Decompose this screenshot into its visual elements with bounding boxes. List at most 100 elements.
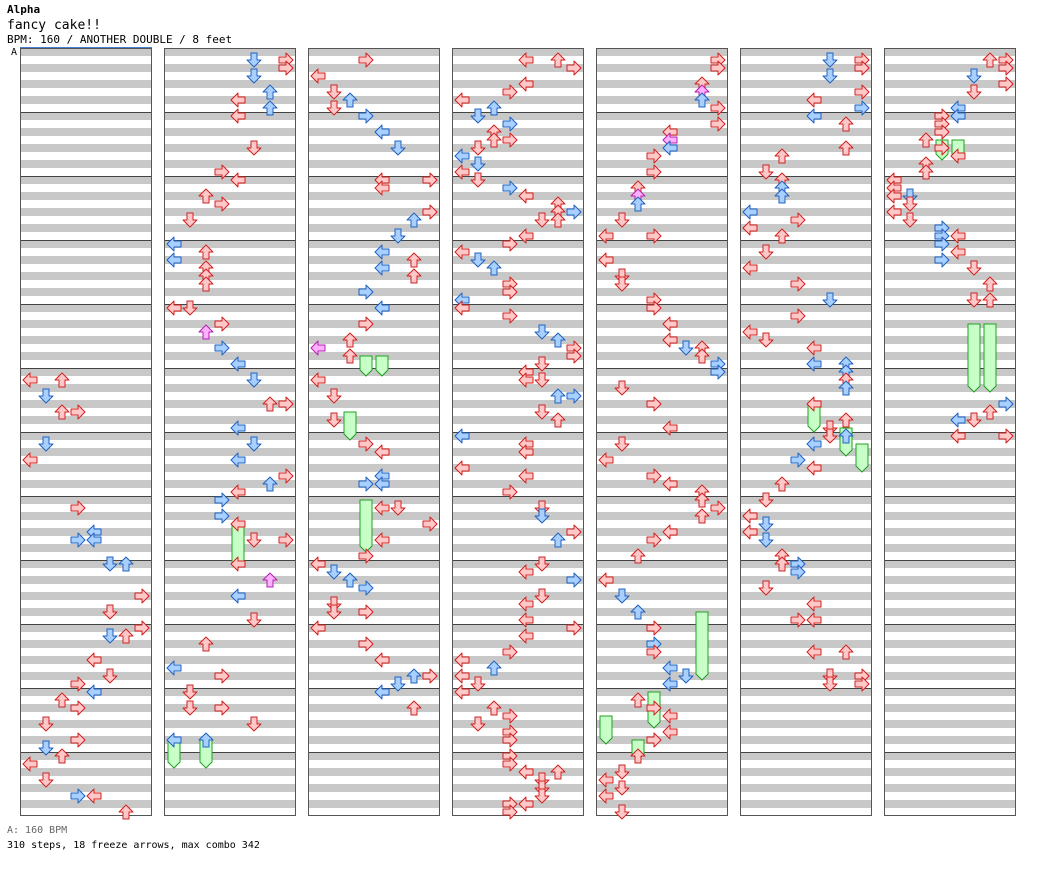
arrow-left-icon	[950, 428, 966, 444]
arrow-up-icon	[630, 604, 646, 620]
row-stripe	[452, 656, 584, 664]
arrow-right-icon	[854, 60, 870, 76]
row-stripe	[740, 672, 872, 680]
arrow-down-icon	[902, 212, 918, 228]
arrow-right-icon	[854, 100, 870, 116]
row-stripe	[452, 352, 584, 360]
arrow-up-icon	[406, 668, 422, 684]
row-stripe	[164, 144, 296, 152]
arrow-right-icon	[422, 516, 438, 532]
arrow-left-icon	[310, 556, 326, 572]
arrow-up-icon	[694, 348, 710, 364]
arrow-down-icon	[246, 68, 262, 84]
arrow-right-icon	[934, 236, 950, 252]
row-stripe	[884, 672, 1016, 680]
arrow-right-icon	[854, 676, 870, 692]
arrow-up-icon	[630, 748, 646, 764]
arrow-right-icon	[502, 84, 518, 100]
arrow-left-icon	[374, 444, 390, 460]
row-stripe	[164, 48, 296, 56]
row-stripe	[740, 656, 872, 664]
arrow-left-icon	[518, 468, 534, 484]
arrow-left-icon	[374, 300, 390, 316]
arrow-left-icon	[886, 204, 902, 220]
row-stripe	[164, 272, 296, 280]
arrow-right-icon	[566, 388, 582, 404]
row-stripe	[596, 272, 728, 280]
row-stripe	[20, 400, 152, 408]
row-stripe	[740, 144, 872, 152]
row-stripe	[596, 64, 728, 72]
arrow-up-icon	[982, 52, 998, 68]
arrow-left-icon	[230, 588, 246, 604]
row-stripe	[884, 768, 1016, 776]
row-stripe	[308, 80, 440, 88]
arrow-down-icon	[182, 300, 198, 316]
arrow-left-icon	[742, 508, 758, 524]
row-stripe	[740, 272, 872, 280]
arrow-down-icon	[966, 412, 982, 428]
arrow-right-icon	[934, 140, 950, 156]
arrow-up-icon	[982, 292, 998, 308]
arrow-up-icon	[838, 412, 854, 428]
arrow-right-icon	[566, 620, 582, 636]
arrow-right-icon	[646, 228, 662, 244]
arrow-up-icon	[838, 116, 854, 132]
row-stripe	[20, 640, 152, 648]
row-stripe	[740, 240, 872, 248]
row-stripe	[596, 512, 728, 520]
arrow-down-icon	[390, 228, 406, 244]
row-stripe	[452, 128, 584, 136]
arrow-down-icon	[758, 532, 774, 548]
row-stripe	[308, 368, 440, 376]
arrow-down-icon	[470, 156, 486, 172]
arrow-left-icon	[22, 756, 38, 772]
row-stripe	[884, 512, 1016, 520]
row-stripe	[308, 96, 440, 104]
row-stripe	[884, 560, 1016, 568]
row-stripe	[884, 592, 1016, 600]
row-stripe	[20, 448, 152, 456]
arrow-left-icon	[806, 436, 822, 452]
arrow-down-icon	[246, 436, 262, 452]
arrow-left-icon	[662, 332, 678, 348]
row-stripe	[596, 144, 728, 152]
arrow-down-icon	[182, 684, 198, 700]
arrow-left-icon	[598, 252, 614, 268]
row-stripe	[740, 208, 872, 216]
arrow-left-icon	[166, 660, 182, 676]
arrow-left-icon	[950, 412, 966, 428]
row-stripe	[308, 160, 440, 168]
row-stripe	[596, 528, 728, 536]
arrow-left-icon	[742, 220, 758, 236]
row-stripe	[308, 48, 440, 56]
arrow-left-icon	[518, 596, 534, 612]
arrow-right-icon	[646, 732, 662, 748]
row-stripe	[596, 480, 728, 488]
arrow-down-icon	[38, 716, 54, 732]
arrow-left-icon	[598, 788, 614, 804]
arrow-down-icon	[966, 292, 982, 308]
row-stripe	[308, 320, 440, 328]
row-stripe	[740, 416, 872, 424]
arrow-down-icon	[758, 332, 774, 348]
row-stripe	[452, 592, 584, 600]
row-stripe	[308, 432, 440, 440]
arrow-down-icon	[534, 404, 550, 420]
arrow-right-icon	[214, 700, 230, 716]
row-stripe	[164, 720, 296, 728]
row-stripe	[164, 352, 296, 360]
row-stripe	[20, 144, 152, 152]
row-stripe	[884, 80, 1016, 88]
arrow-down-icon	[534, 356, 550, 372]
arrow-left-icon	[374, 652, 390, 668]
row-stripe	[740, 688, 872, 696]
row-stripe	[884, 496, 1016, 504]
row-stripe	[452, 560, 584, 568]
row-stripe	[308, 736, 440, 744]
row-stripe	[884, 256, 1016, 264]
row-stripe	[20, 720, 152, 728]
row-stripe	[596, 768, 728, 776]
row-stripe	[452, 320, 584, 328]
